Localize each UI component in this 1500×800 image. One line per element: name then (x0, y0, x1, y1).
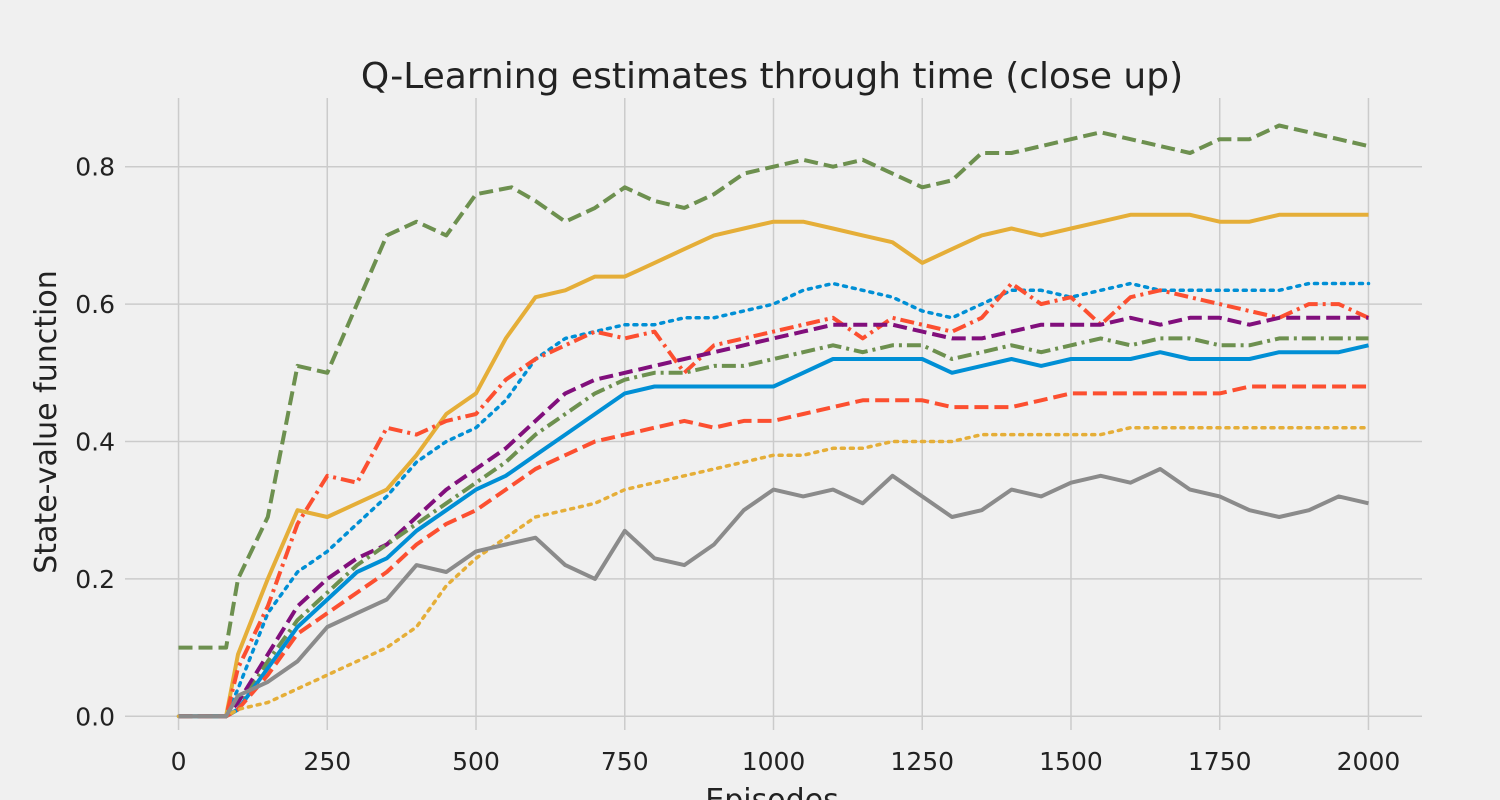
x-tick-label: 0 (171, 747, 187, 776)
y-tick-label: 0.2 (75, 565, 115, 594)
x-tick-label: 1250 (890, 747, 954, 776)
y-tick-label: 0.0 (75, 702, 115, 731)
y-tick-label: 0.8 (75, 153, 115, 182)
x-tick-label: 1500 (1039, 747, 1103, 776)
chart-title: Q-Learning estimates through time (close… (361, 56, 1183, 97)
series-line-1 (178, 123, 1369, 650)
series-line-7 (178, 343, 1369, 719)
series-line-5 (178, 315, 1369, 719)
y-axis-label: State-value function (29, 270, 64, 573)
x-tick-label: 2000 (1337, 747, 1401, 776)
x-tick-label: 250 (303, 747, 351, 776)
x-tick-label: 1000 (742, 747, 806, 776)
series-line-2 (178, 212, 1369, 719)
series-line-6 (178, 336, 1369, 719)
y-tick-label: 0.6 (75, 290, 115, 319)
x-axis-label: Episodes (705, 783, 838, 800)
y-tick-labels: 0.0 0.2 0.4 0.6 0.8 (75, 153, 115, 732)
x-tick-label: 750 (601, 747, 649, 776)
series-line-10 (178, 467, 1369, 719)
series-line-9 (176, 425, 1371, 719)
series-line-4 (178, 281, 1370, 719)
x-tick-label: 500 (452, 747, 500, 776)
x-tick-label: 1750 (1188, 747, 1252, 776)
series-line-3 (176, 281, 1371, 719)
series-group (176, 123, 1371, 719)
y-tick-label: 0.4 (75, 427, 115, 456)
x-tick-labels: 0 250 500 750 1000 1250 1500 1750 2000 (171, 747, 1401, 776)
